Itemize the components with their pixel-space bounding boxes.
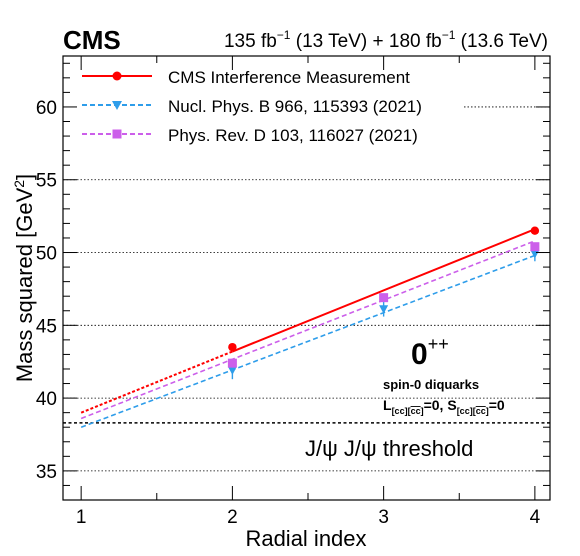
fit-line-cms-extrapolated: [80, 350, 233, 414]
data-point-prd: [227, 358, 237, 368]
data-point-cms: [228, 342, 237, 352]
legend-marker-npb: [112, 101, 122, 110]
fit-lines: [80, 228, 536, 428]
y-tick-label: 60: [36, 98, 57, 119]
axis-ticks: 35 40 45 50 55 60 1 2 3 4: [36, 56, 550, 528]
y-tick-label: 50: [36, 244, 57, 265]
x-tick-label: 2: [227, 507, 238, 528]
legend-label-prd: Phys. Rev. D 103, 116027 (2021): [168, 126, 418, 145]
y-tick-label: 40: [36, 389, 57, 410]
legend-label-npb: Nucl. Phys. B 966, 115393 (2021): [168, 97, 422, 116]
grid-lines: [63, 106, 550, 472]
x-axis-label: Radial index: [245, 526, 366, 551]
jpc-label: 0++: [411, 334, 449, 371]
x-tick-label: 3: [378, 507, 389, 528]
data-point-cms: [530, 226, 540, 235]
legend-marker-prd: [112, 129, 122, 139]
quantum-numbers-label: L[cc][cc]=0, S[cc][cc]=0: [383, 397, 505, 416]
fit-line-npb: [80, 254, 536, 428]
y-tick-label: 45: [36, 316, 57, 337]
x-tick-label: 1: [76, 507, 87, 528]
legend-marker-cms: [112, 71, 122, 81]
experiment-label: CMS: [63, 25, 121, 55]
y-axis-label: Mass squared [GeV2]: [11, 174, 37, 382]
x-tick-label: 4: [530, 507, 541, 528]
y-tick-label: 35: [36, 462, 57, 483]
data-point-prd: [379, 293, 389, 303]
data-point-npb: [227, 366, 237, 375]
y-tick-label: 55: [36, 171, 57, 192]
data-point-prd: [530, 242, 540, 252]
legend-label-cms: CMS Interference Measurement: [168, 68, 410, 87]
threshold-label: J/ψ J/ψ threshold: [305, 436, 473, 461]
diquark-label: spin-0 diquarks: [383, 377, 479, 392]
fit-line-prd: [80, 240, 536, 420]
fit-line-cms: [232, 228, 536, 353]
legend: CMS Interference Measurement Nucl. Phys.…: [82, 68, 422, 145]
plot-frame: [62, 55, 551, 501]
data-point-npb: [379, 305, 389, 314]
luminosity-label: 135 fb−1 (13 TeV) + 180 fb−1 (13.6 TeV): [224, 28, 548, 52]
data-points: [227, 226, 540, 380]
